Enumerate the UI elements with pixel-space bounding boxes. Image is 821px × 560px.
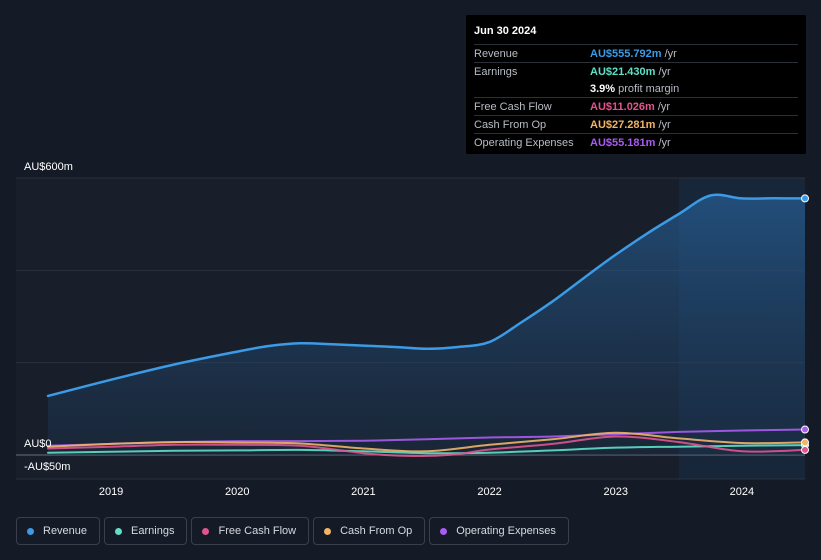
tooltip-row: Revenue AU$555.792m/yr xyxy=(474,44,798,62)
tooltip-row-unit: /yr xyxy=(664,47,677,60)
legend-label: Operating Expenses xyxy=(456,525,556,537)
free-cash-flow-end-point xyxy=(801,445,809,454)
tooltip-date: Jun 30 2024 xyxy=(474,25,537,37)
x-tick-label: 2022 xyxy=(477,486,501,498)
x-tick-label: 2023 xyxy=(604,486,628,498)
legend-item[interactable]: Revenue xyxy=(16,517,101,545)
legend-item[interactable]: Cash From Op xyxy=(313,517,426,545)
legend-label: Cash From Op xyxy=(340,525,413,537)
x-tick-label: 2021 xyxy=(351,486,375,498)
tooltip-row-unit: profit margin xyxy=(618,82,680,95)
revenue-area xyxy=(48,194,805,455)
tooltip-row-value: AU$27.281m xyxy=(590,118,656,131)
tooltip-row-label: Revenue xyxy=(474,47,519,60)
cash-from-op-line xyxy=(47,431,806,453)
earnings-line xyxy=(47,444,806,455)
tooltip-row: Cash From Op AU$27.281m/yr xyxy=(474,115,798,133)
free-cash-flow-line xyxy=(47,435,806,458)
legend-dot-icon xyxy=(115,527,123,535)
tooltip-row: Free Cash Flow AU$11.026m/yr xyxy=(474,97,798,115)
tooltip-row-label: Free Cash Flow xyxy=(474,100,552,113)
y-tick-label: AU$0 xyxy=(24,438,52,450)
legend: Revenue Earnings Free Cash Flow Cash From O… xyxy=(16,517,569,547)
tooltip-row-value: 3.9% xyxy=(590,82,616,95)
revenue-end-point xyxy=(801,194,809,203)
tooltip-row-unit: /yr xyxy=(658,118,671,131)
legend-label: Revenue xyxy=(43,525,88,537)
tooltip-rows: Revenue AU$555.792m/yr Earnings AU$21.430m /… xyxy=(474,44,798,151)
series-layer xyxy=(46,193,809,458)
x-tick-label: 2019 xyxy=(99,486,123,498)
tooltip-row-value: AU$11.026m xyxy=(590,100,655,113)
legend-label: Free Cash Flow xyxy=(218,525,297,537)
legend-item[interactable]: Operating Expenses xyxy=(429,517,569,545)
tooltip-row-value: AU$555.792m xyxy=(590,47,662,60)
legend-dot-icon xyxy=(27,527,34,535)
x-tick-label: 2024 xyxy=(730,486,754,498)
legend-dot-icon xyxy=(324,527,332,535)
tooltip-row-label: Cash From Op xyxy=(474,118,547,131)
tooltip-row-unit: /yr xyxy=(658,65,671,78)
tooltip-panel: Jun 30 2024 Revenue AU$555.792m/yr Earning… xyxy=(466,15,806,154)
tooltip-row-unit: /yr xyxy=(657,100,671,113)
axes: AU$600m AU$0 -AU$50m 2019 2020 2021 2022 2023 20… xyxy=(24,161,754,498)
legend-dot-icon xyxy=(202,527,210,535)
legend-item[interactable]: Earnings xyxy=(104,517,188,545)
tooltip-row-value: AU$21.430m xyxy=(590,65,656,78)
operating-expenses-end-point xyxy=(801,425,809,434)
tooltip-row: Operating Expenses AU$55.181m/yr xyxy=(474,133,798,151)
cash-from-op-end-point xyxy=(801,438,809,447)
tooltip-row: Earnings AU$21.430m/yr xyxy=(474,62,798,80)
tooltip-row-value: AU$55.181m xyxy=(590,136,656,149)
tooltip-row: 3.9% profit margin xyxy=(474,80,798,97)
legend-item[interactable]: Free Cash Flow xyxy=(191,517,310,545)
legend-dot-icon xyxy=(440,527,448,535)
legend-label: Earnings xyxy=(131,525,175,537)
tooltip-row-unit: /yr xyxy=(658,136,671,149)
y-tick-label: -AU$50m xyxy=(24,461,70,473)
x-tick-label: 2020 xyxy=(225,486,249,498)
tooltip-row-label: Earnings xyxy=(474,65,518,78)
revenue-line xyxy=(46,193,807,398)
tooltip-row-label: Operating Expenses xyxy=(474,136,574,149)
y-tick-label: AU$600m xyxy=(24,161,73,173)
